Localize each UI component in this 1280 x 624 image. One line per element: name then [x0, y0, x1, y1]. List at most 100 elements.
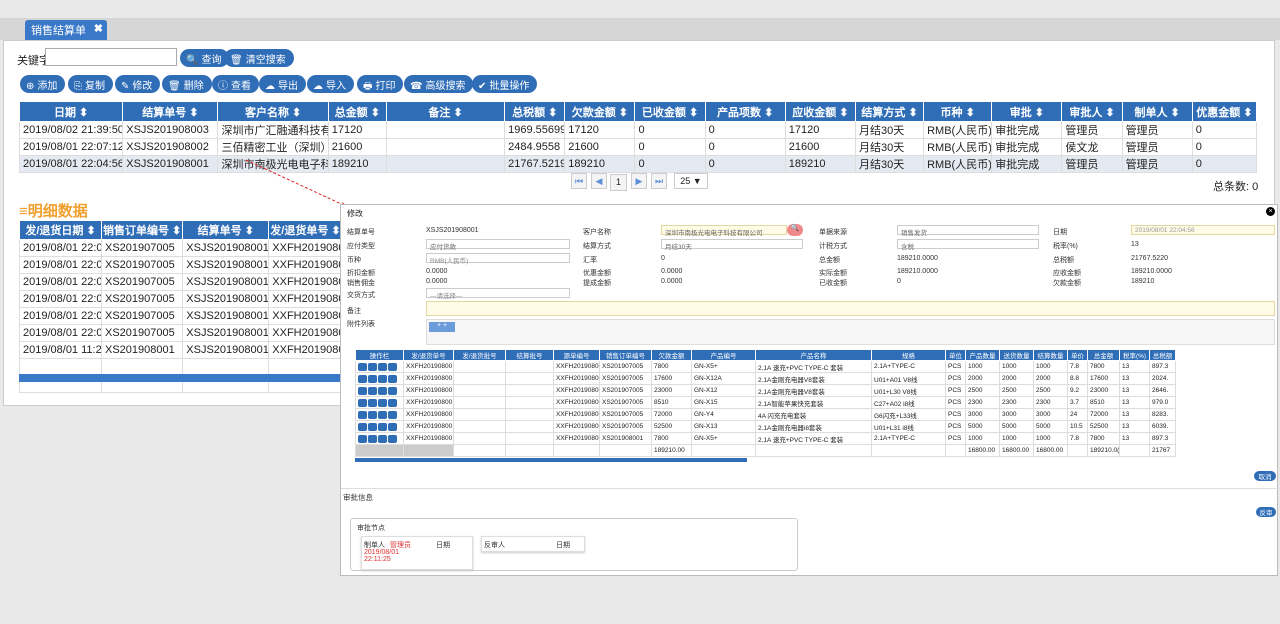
copy-icon[interactable] — [368, 374, 377, 383]
edit-icon[interactable] — [378, 362, 387, 371]
detail-column-header[interactable]: 销售订单编号 ⬍ — [100, 220, 184, 240]
edit-icon[interactable] — [378, 386, 387, 395]
delete-icon[interactable] — [388, 362, 397, 371]
source-select[interactable]: 销售发货 — [897, 225, 1039, 237]
sort-icon[interactable]: ⬍ — [1031, 106, 1044, 119]
column-header[interactable]: 应收金额 ⬍ — [784, 101, 856, 122]
copy-icon[interactable] — [368, 434, 377, 443]
copy-icon[interactable] — [368, 362, 377, 371]
column-header[interactable]: 客户名称 ⬍ — [217, 101, 329, 122]
table-row[interactable]: 2019/08/02 21:39:50 XSJS201908003 深圳市广汇融通科… — [18, 121, 1258, 139]
modal-table-row[interactable]: XXFH20190800 XXFH20190800 XS201908001 7800 G… — [355, 432, 1176, 445]
detail-row[interactable]: 2019/08/01 11:21 XS201908001 XSJS201908001… — [19, 341, 343, 359]
sort-icon[interactable]: ⬍ — [761, 106, 774, 119]
reverse-approve-button[interactable]: 反审 — [1256, 507, 1276, 517]
date-input[interactable]: 2019/08/01 22:04:56 — [1131, 225, 1275, 235]
page-number[interactable]: 1 — [610, 174, 627, 191]
detail-column-header[interactable]: 发/退货单号 ⬍ — [268, 220, 343, 240]
delivery-method-select[interactable]: ---请选择--- — [426, 288, 570, 300]
keyword-input[interactable] — [45, 48, 177, 66]
modal-table-row[interactable]: XXFH20190800 XXFH20190800 XS201907005 7800 G… — [355, 360, 1176, 373]
view-icon[interactable] — [358, 398, 367, 407]
copy-icon[interactable] — [368, 410, 377, 419]
view-icon[interactable] — [358, 386, 367, 395]
view-icon[interactable] — [358, 374, 367, 383]
clear-search-button[interactable]: 🗑 清空搜索 — [224, 49, 294, 67]
column-header[interactable]: 欠款金额 ⬍ — [564, 101, 636, 122]
view-icon[interactable] — [358, 410, 367, 419]
delete-icon[interactable] — [388, 398, 397, 407]
column-header[interactable]: 审批 ⬍ — [991, 101, 1063, 122]
modal-table-scrollbar[interactable] — [355, 458, 747, 462]
column-header[interactable]: 优惠金额 ⬍ — [1191, 101, 1258, 122]
prev-page-button[interactable]: ◀ — [591, 173, 607, 189]
column-header[interactable]: 产品项数 ⬍ — [704, 101, 786, 122]
table-row[interactable]: 2019/08/01 22:04:56 XSJS201908001 深圳市南极光电电… — [18, 155, 1258, 173]
sort-icon[interactable]: ⬍ — [836, 106, 849, 119]
delete-icon[interactable] — [388, 434, 397, 443]
column-header[interactable]: 日期 ⬍ — [18, 101, 124, 122]
sort-icon[interactable]: ⬍ — [367, 106, 380, 119]
modal-table-row[interactable]: XXFH20190800 XXFH20190800 XS201907005 8510 G… — [355, 396, 1176, 409]
column-header[interactable]: 币种 ⬍ — [923, 101, 993, 122]
tax-method-select[interactable]: 含税 — [897, 239, 1039, 251]
export-button[interactable]: ☁ 导出 — [259, 75, 306, 93]
advanced-search-button[interactable]: ☎ 高级搜索 — [404, 75, 474, 93]
column-header[interactable]: 总金额 ⬍ — [327, 101, 387, 122]
currency-select[interactable]: RMB(人民币) — [426, 253, 570, 265]
delete-icon[interactable] — [388, 410, 397, 419]
column-header[interactable]: 结算单号 ⬍ — [122, 101, 219, 122]
detail-row[interactable]: 2019/08/01 22:03 XS201907005 XSJS201908001… — [19, 273, 343, 291]
delete-icon[interactable] — [388, 374, 397, 383]
detail-row[interactable]: 2019/08/01 22:02 XS201907005 XSJS201908001… — [19, 324, 343, 342]
column-header[interactable]: 结算方式 ⬍ — [854, 101, 925, 122]
cancel-button[interactable]: 取消 — [1254, 471, 1276, 481]
sort-icon[interactable]: ⬍ — [450, 106, 463, 119]
sort-icon[interactable]: ⬍ — [615, 106, 629, 119]
copy-button[interactable]: ⎘ 复制 — [68, 75, 113, 93]
edit-icon[interactable] — [378, 374, 387, 383]
edit-icon[interactable] — [378, 410, 387, 419]
modal-table-row[interactable]: XXFH20190800 XXFH20190800 XS201907005 52500… — [355, 420, 1176, 433]
copy-icon[interactable] — [368, 386, 377, 395]
page-size-select[interactable]: 25 ▼ — [674, 173, 708, 189]
view-button[interactable]: ⓘ 查看 — [212, 75, 259, 93]
modal-table-row[interactable]: XXFH20190800 XXFH20190800 XS201907005 23000… — [355, 384, 1176, 397]
column-header[interactable]: 已收金额 ⬍ — [634, 101, 706, 122]
tab-sales-settlement[interactable]: 销售结算单 ✖ — [25, 20, 107, 40]
detail-scrollbar[interactable] — [19, 374, 341, 382]
table-row[interactable]: 2019/08/01 22:07:12 XSJS201908002 三佰精密工业（深… — [18, 138, 1258, 156]
sort-icon[interactable]: ⬍ — [83, 225, 96, 237]
detail-column-header[interactable]: 结算单号 ⬍ — [182, 220, 270, 240]
customer-input[interactable]: 深圳市南极光电电子科技有限公司 — [661, 225, 787, 237]
sort-icon[interactable]: ⬍ — [75, 106, 89, 119]
view-icon[interactable] — [358, 434, 367, 443]
sort-icon[interactable]: ⬍ — [169, 225, 182, 237]
add-attachment-button[interactable]: + + — [429, 322, 455, 332]
column-header[interactable]: 总税额 ⬍ — [504, 101, 566, 122]
sort-icon[interactable]: ⬍ — [905, 106, 918, 119]
sort-icon[interactable]: ⬍ — [545, 106, 558, 119]
payable-type-select[interactable]: 应付货款 — [426, 239, 570, 251]
view-icon[interactable] — [358, 422, 367, 431]
print-button[interactable]: 🖶 打印 — [357, 75, 404, 93]
sort-icon[interactable]: ⬍ — [186, 106, 199, 119]
edit-icon[interactable] — [378, 398, 387, 407]
modal-table-row[interactable]: XXFH20190800 XXFH20190800 XS201907005 17600… — [355, 372, 1176, 385]
query-button[interactable]: 🔍 查询 — [180, 49, 230, 67]
add-button[interactable]: ⊕ 添加 — [20, 75, 66, 93]
detail-row[interactable]: 2019/08/01 22:03 XS201907005 XSJS201908001… — [19, 256, 343, 274]
settle-method-select[interactable]: 月结30天 — [661, 239, 803, 251]
view-icon[interactable] — [358, 362, 367, 371]
detail-column-header[interactable]: 发/退货日期 ⬍ — [19, 220, 102, 240]
note-textarea[interactable] — [426, 301, 1275, 316]
sort-icon[interactable]: ⬍ — [685, 106, 699, 119]
sort-icon[interactable]: ⬍ — [288, 106, 302, 119]
delete-icon[interactable] — [388, 422, 397, 431]
last-page-button[interactable]: ⏭ — [651, 173, 667, 189]
detail-row[interactable]: 2019/08/01 22:02 XS201907005 XSJS201908001… — [19, 307, 343, 325]
next-page-button[interactable]: ▶ — [631, 173, 647, 189]
edit-icon[interactable] — [378, 434, 387, 443]
column-header[interactable]: 审批人 ⬍ — [1061, 101, 1123, 122]
detail-row[interactable]: 2019/08/01 22:02 XS201907005 XSJS201908001… — [19, 290, 343, 308]
